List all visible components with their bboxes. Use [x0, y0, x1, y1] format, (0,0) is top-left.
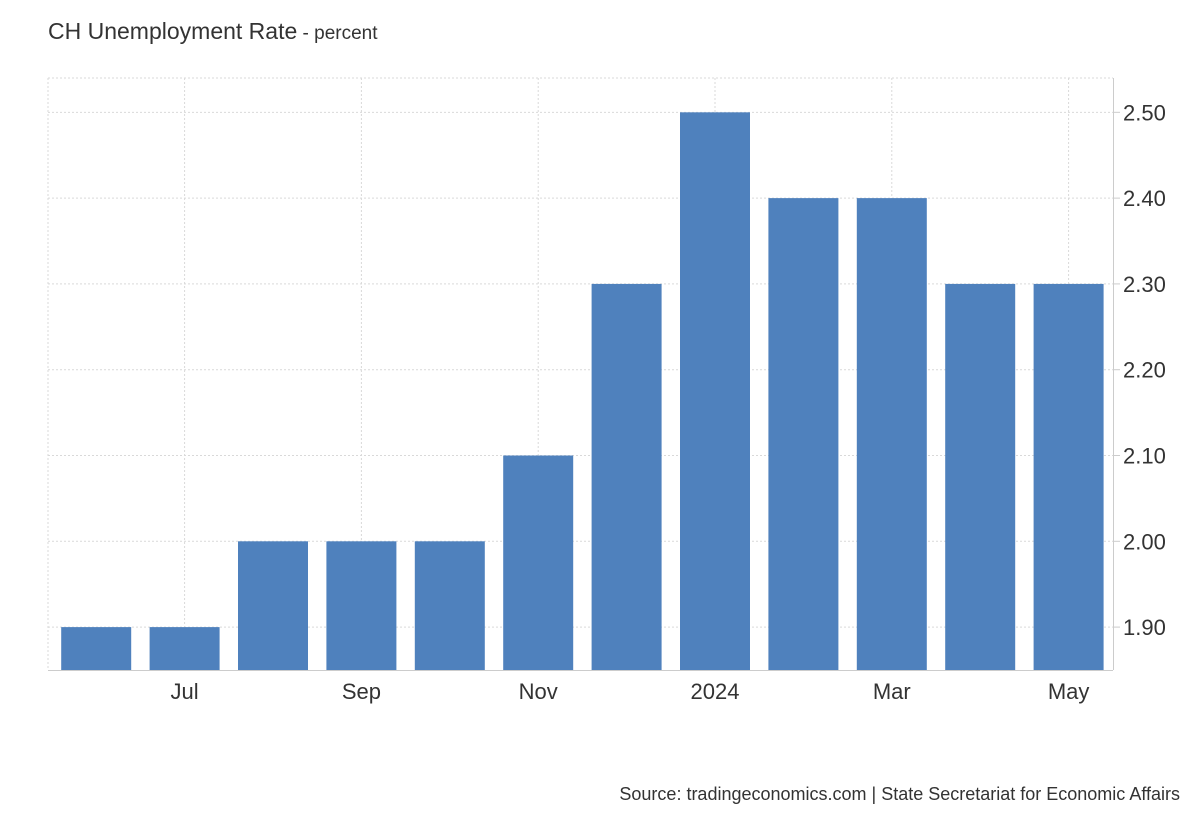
- bar-jul: [149, 627, 220, 670]
- x-tick-label: Sep: [342, 679, 381, 704]
- chart-title-row: CH Unemployment Rate - percent: [48, 18, 378, 45]
- labels-layer: 1.90 2.00 2.10 2.20 2.30 2.40 2.50 Jul Sep Nov 202…: [171, 100, 1166, 704]
- y-tick-label: 2.40: [1123, 186, 1166, 211]
- bar-nov: [503, 455, 574, 670]
- chart-title: CH Unemployment Rate: [48, 18, 298, 44]
- bar-dec: [591, 283, 662, 670]
- axis-layer: [48, 78, 1120, 671]
- x-tick-label: 2024: [691, 679, 740, 704]
- x-tick-label: Nov: [519, 679, 558, 704]
- chart-subtitle-separator: -: [297, 23, 315, 44]
- y-tick-label: 2.50: [1123, 100, 1166, 125]
- y-tick-label: 2.10: [1123, 444, 1166, 469]
- bars-layer: [61, 112, 1104, 670]
- bar-aug: [238, 541, 308, 670]
- bar-oct: [414, 541, 485, 670]
- x-tick-label: May: [1048, 679, 1090, 704]
- bar-jun: [61, 627, 132, 670]
- bar-2024: [680, 112, 750, 670]
- bar-feb: [768, 198, 839, 670]
- x-tick-label: Jul: [171, 679, 199, 704]
- bar-may: [1033, 283, 1104, 670]
- bar-sep: [326, 541, 397, 670]
- y-tick-label: 2.20: [1123, 358, 1166, 383]
- y-tick-label: 1.90: [1123, 615, 1166, 640]
- y-tick-label: 2.30: [1123, 272, 1166, 297]
- bar-mar: [856, 198, 927, 670]
- x-tick-label: Mar: [873, 679, 911, 704]
- bar-apr: [945, 283, 1016, 670]
- y-tick-label: 2.00: [1123, 529, 1166, 554]
- chart-subtitle: percent: [314, 23, 378, 44]
- source-attribution: Source: tradingeconomics.com | State Sec…: [619, 784, 1180, 804]
